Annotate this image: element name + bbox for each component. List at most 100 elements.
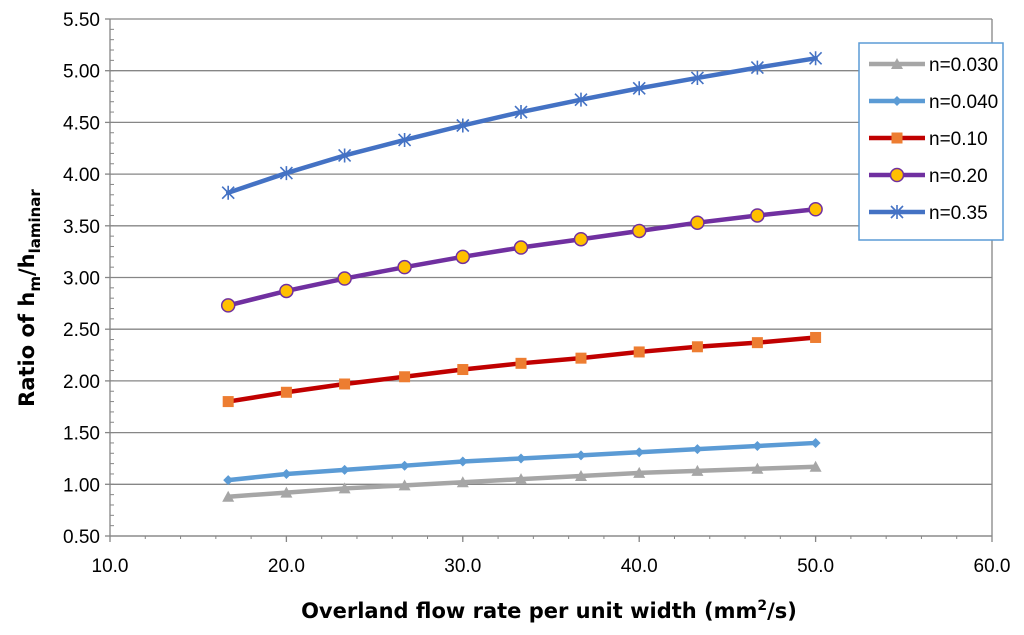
y-tick-label: 2.50 bbox=[63, 320, 100, 341]
data-point bbox=[574, 470, 587, 482]
data-point bbox=[810, 331, 822, 343]
y-tick-label: 3.00 bbox=[63, 269, 100, 290]
data-point bbox=[692, 444, 703, 455]
data-point bbox=[399, 371, 411, 383]
star-marker-strokes bbox=[890, 205, 904, 219]
data-point bbox=[457, 364, 469, 376]
x-tick-label: 30.0 bbox=[444, 556, 481, 577]
legend-entry: n=0.10 bbox=[869, 129, 988, 150]
series-line bbox=[225, 335, 818, 404]
data-point bbox=[573, 231, 589, 247]
data-point bbox=[398, 132, 412, 147]
star-marker-strokes bbox=[574, 92, 588, 107]
x-tick-label: 40.0 bbox=[621, 556, 658, 577]
legend-label: n=0.35 bbox=[929, 203, 988, 224]
x-tick-label: 50.0 bbox=[797, 556, 834, 577]
y-axis-title: Ratio of hm/hlaminar bbox=[15, 189, 44, 407]
grid-lines bbox=[110, 18, 992, 537]
data-point bbox=[632, 81, 646, 96]
data-point bbox=[457, 456, 468, 467]
data-point bbox=[338, 148, 352, 163]
data-point bbox=[691, 341, 703, 353]
y-axis-ticks: 0.50 1.00 1.50 2.00 2.50 3.00 3.50 4.00 4.50 5.00… bbox=[63, 10, 100, 548]
data-point bbox=[222, 396, 234, 408]
data-point bbox=[751, 462, 764, 474]
series-n=0.040 bbox=[223, 437, 821, 486]
x-tick-label: 20.0 bbox=[268, 556, 305, 577]
data-point bbox=[516, 453, 527, 464]
data-point bbox=[809, 51, 823, 66]
legend-entry: n=0.20 bbox=[869, 166, 988, 187]
data-point bbox=[279, 166, 293, 181]
data-point bbox=[633, 346, 645, 358]
star-marker-strokes bbox=[690, 70, 704, 85]
legend-box bbox=[858, 42, 1004, 241]
data-point bbox=[338, 482, 351, 494]
data-point bbox=[279, 283, 294, 299]
data-point bbox=[399, 460, 410, 471]
data-point bbox=[339, 464, 350, 475]
x-axis-title-sup: 2 bbox=[757, 598, 767, 614]
data-point bbox=[222, 490, 235, 502]
data-point bbox=[281, 468, 292, 479]
y-tick-label: 1.00 bbox=[63, 475, 100, 496]
data-point bbox=[751, 337, 763, 349]
data-point bbox=[280, 386, 292, 398]
series-n=0.10 bbox=[222, 331, 822, 408]
star-marker-strokes bbox=[221, 185, 235, 200]
data-point bbox=[691, 464, 704, 476]
series-line bbox=[225, 207, 818, 308]
data-point bbox=[398, 479, 411, 491]
legend-swatch-marker bbox=[891, 58, 903, 69]
legend-swatch-marker bbox=[891, 132, 903, 144]
y-tick-label: 4.00 bbox=[63, 165, 100, 186]
y-tick-label: 4.50 bbox=[63, 113, 100, 134]
legend-entry: n=0.35 bbox=[869, 203, 988, 224]
data-point bbox=[634, 447, 645, 458]
series-group bbox=[220, 51, 823, 502]
data-point bbox=[456, 476, 469, 488]
data-point bbox=[397, 259, 412, 275]
data-point bbox=[514, 105, 528, 120]
y-tick-label: 5.50 bbox=[63, 10, 100, 31]
data-point bbox=[809, 460, 822, 472]
y-tick-label: 0.50 bbox=[63, 527, 100, 548]
star-marker-strokes bbox=[398, 132, 412, 147]
x-axis-title: Overland flow rate per unit width (mm2/s… bbox=[301, 598, 797, 623]
data-point bbox=[455, 249, 471, 265]
star-marker-strokes bbox=[632, 81, 646, 96]
x-axis-title-tail: /s) bbox=[767, 599, 797, 623]
y-axis-title-prefix: Ratio of h bbox=[15, 292, 39, 407]
data-point bbox=[750, 208, 765, 223]
series-n=0.20 bbox=[220, 202, 823, 313]
x-axis-ticks: 10.0 20.0 30.0 40.0 50.0 60.0 bbox=[92, 556, 1011, 577]
star-marker-strokes bbox=[750, 60, 764, 75]
data-point bbox=[223, 475, 234, 486]
data-point bbox=[750, 60, 764, 75]
legend-swatch-marker bbox=[890, 205, 904, 219]
data-point bbox=[221, 185, 235, 200]
data-point bbox=[575, 450, 586, 461]
data-point bbox=[574, 92, 588, 107]
legend-swatch-marker bbox=[889, 167, 905, 183]
data-point bbox=[690, 70, 704, 85]
y-tick-label: 5.00 bbox=[63, 62, 100, 83]
x-axis-title-main: Overland flow rate per unit width (mm bbox=[301, 599, 757, 623]
data-point bbox=[513, 240, 529, 255]
x-tick-label: 10.0 bbox=[92, 556, 129, 577]
data-point bbox=[280, 486, 293, 498]
data-point bbox=[633, 466, 646, 478]
data-point bbox=[575, 352, 587, 364]
legend-entry: n=0.030 bbox=[869, 55, 998, 76]
data-point bbox=[690, 215, 705, 230]
data-point bbox=[456, 118, 470, 133]
x-tick-label: 60.0 bbox=[974, 556, 1011, 577]
data-point bbox=[752, 441, 763, 452]
data-point bbox=[515, 473, 528, 485]
y-axis-title-mid: /h bbox=[15, 253, 39, 276]
legend-label: n=0.030 bbox=[929, 55, 998, 76]
data-point bbox=[339, 378, 351, 390]
data-point bbox=[631, 223, 647, 239]
y-axis-title-sub2: laminar bbox=[26, 189, 44, 254]
